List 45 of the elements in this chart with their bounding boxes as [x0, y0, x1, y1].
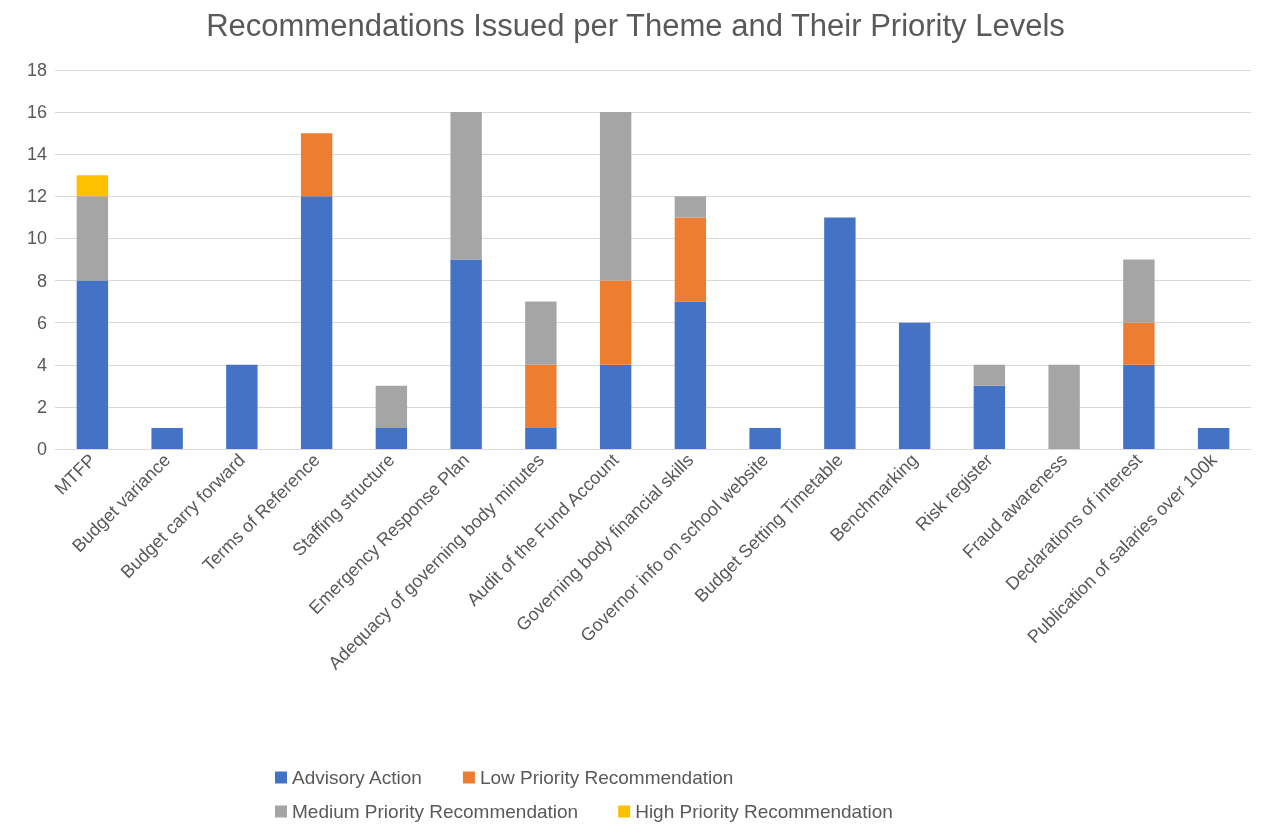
legend-label: High Priority Recommendation	[635, 801, 893, 822]
y-tick-label: 4	[36, 354, 47, 375]
bar	[674, 301, 707, 449]
bar	[375, 385, 408, 428]
bar	[824, 217, 856, 449]
legend-label: Medium Priority Recommendation	[292, 801, 579, 822]
bar	[749, 427, 781, 449]
bar	[525, 364, 557, 428]
y-tick-label: 0	[36, 439, 47, 459]
bar	[450, 112, 482, 260]
bar	[300, 133, 333, 197]
bar	[226, 364, 258, 449]
bar	[1123, 322, 1155, 365]
bar	[1123, 364, 1155, 449]
bar	[599, 280, 632, 365]
y-tick-label: 2	[36, 396, 47, 417]
legend-label: Low Priority Recommendation	[479, 767, 734, 788]
bar	[599, 364, 632, 449]
bar	[76, 196, 109, 281]
bar	[674, 196, 707, 218]
y-tick-label: 16	[26, 102, 47, 123]
bar	[973, 385, 1006, 449]
bar	[450, 259, 482, 449]
y-tick-label: 14	[26, 144, 47, 165]
bar	[1048, 364, 1080, 449]
bar	[674, 217, 707, 302]
y-tick-label: 18	[26, 60, 47, 80]
chart-title: Recommendations Issued per Theme and Their Priority Levels	[206, 8, 1065, 43]
bar	[300, 196, 333, 449]
bar	[76, 175, 109, 197]
legend-label: Advisory Action	[292, 767, 422, 788]
bar	[599, 112, 632, 281]
bar	[1123, 259, 1155, 323]
bar	[375, 427, 408, 449]
y-tick-label: 12	[26, 186, 47, 207]
y-tick-label: 6	[36, 312, 47, 333]
bar	[76, 280, 109, 449]
bar	[525, 301, 557, 365]
bar	[151, 427, 183, 449]
bar	[973, 364, 1006, 386]
bar	[898, 322, 931, 449]
bar	[525, 427, 557, 449]
y-tick-label: 10	[26, 228, 47, 249]
bar	[1197, 427, 1230, 449]
y-tick-label: 8	[36, 270, 47, 291]
